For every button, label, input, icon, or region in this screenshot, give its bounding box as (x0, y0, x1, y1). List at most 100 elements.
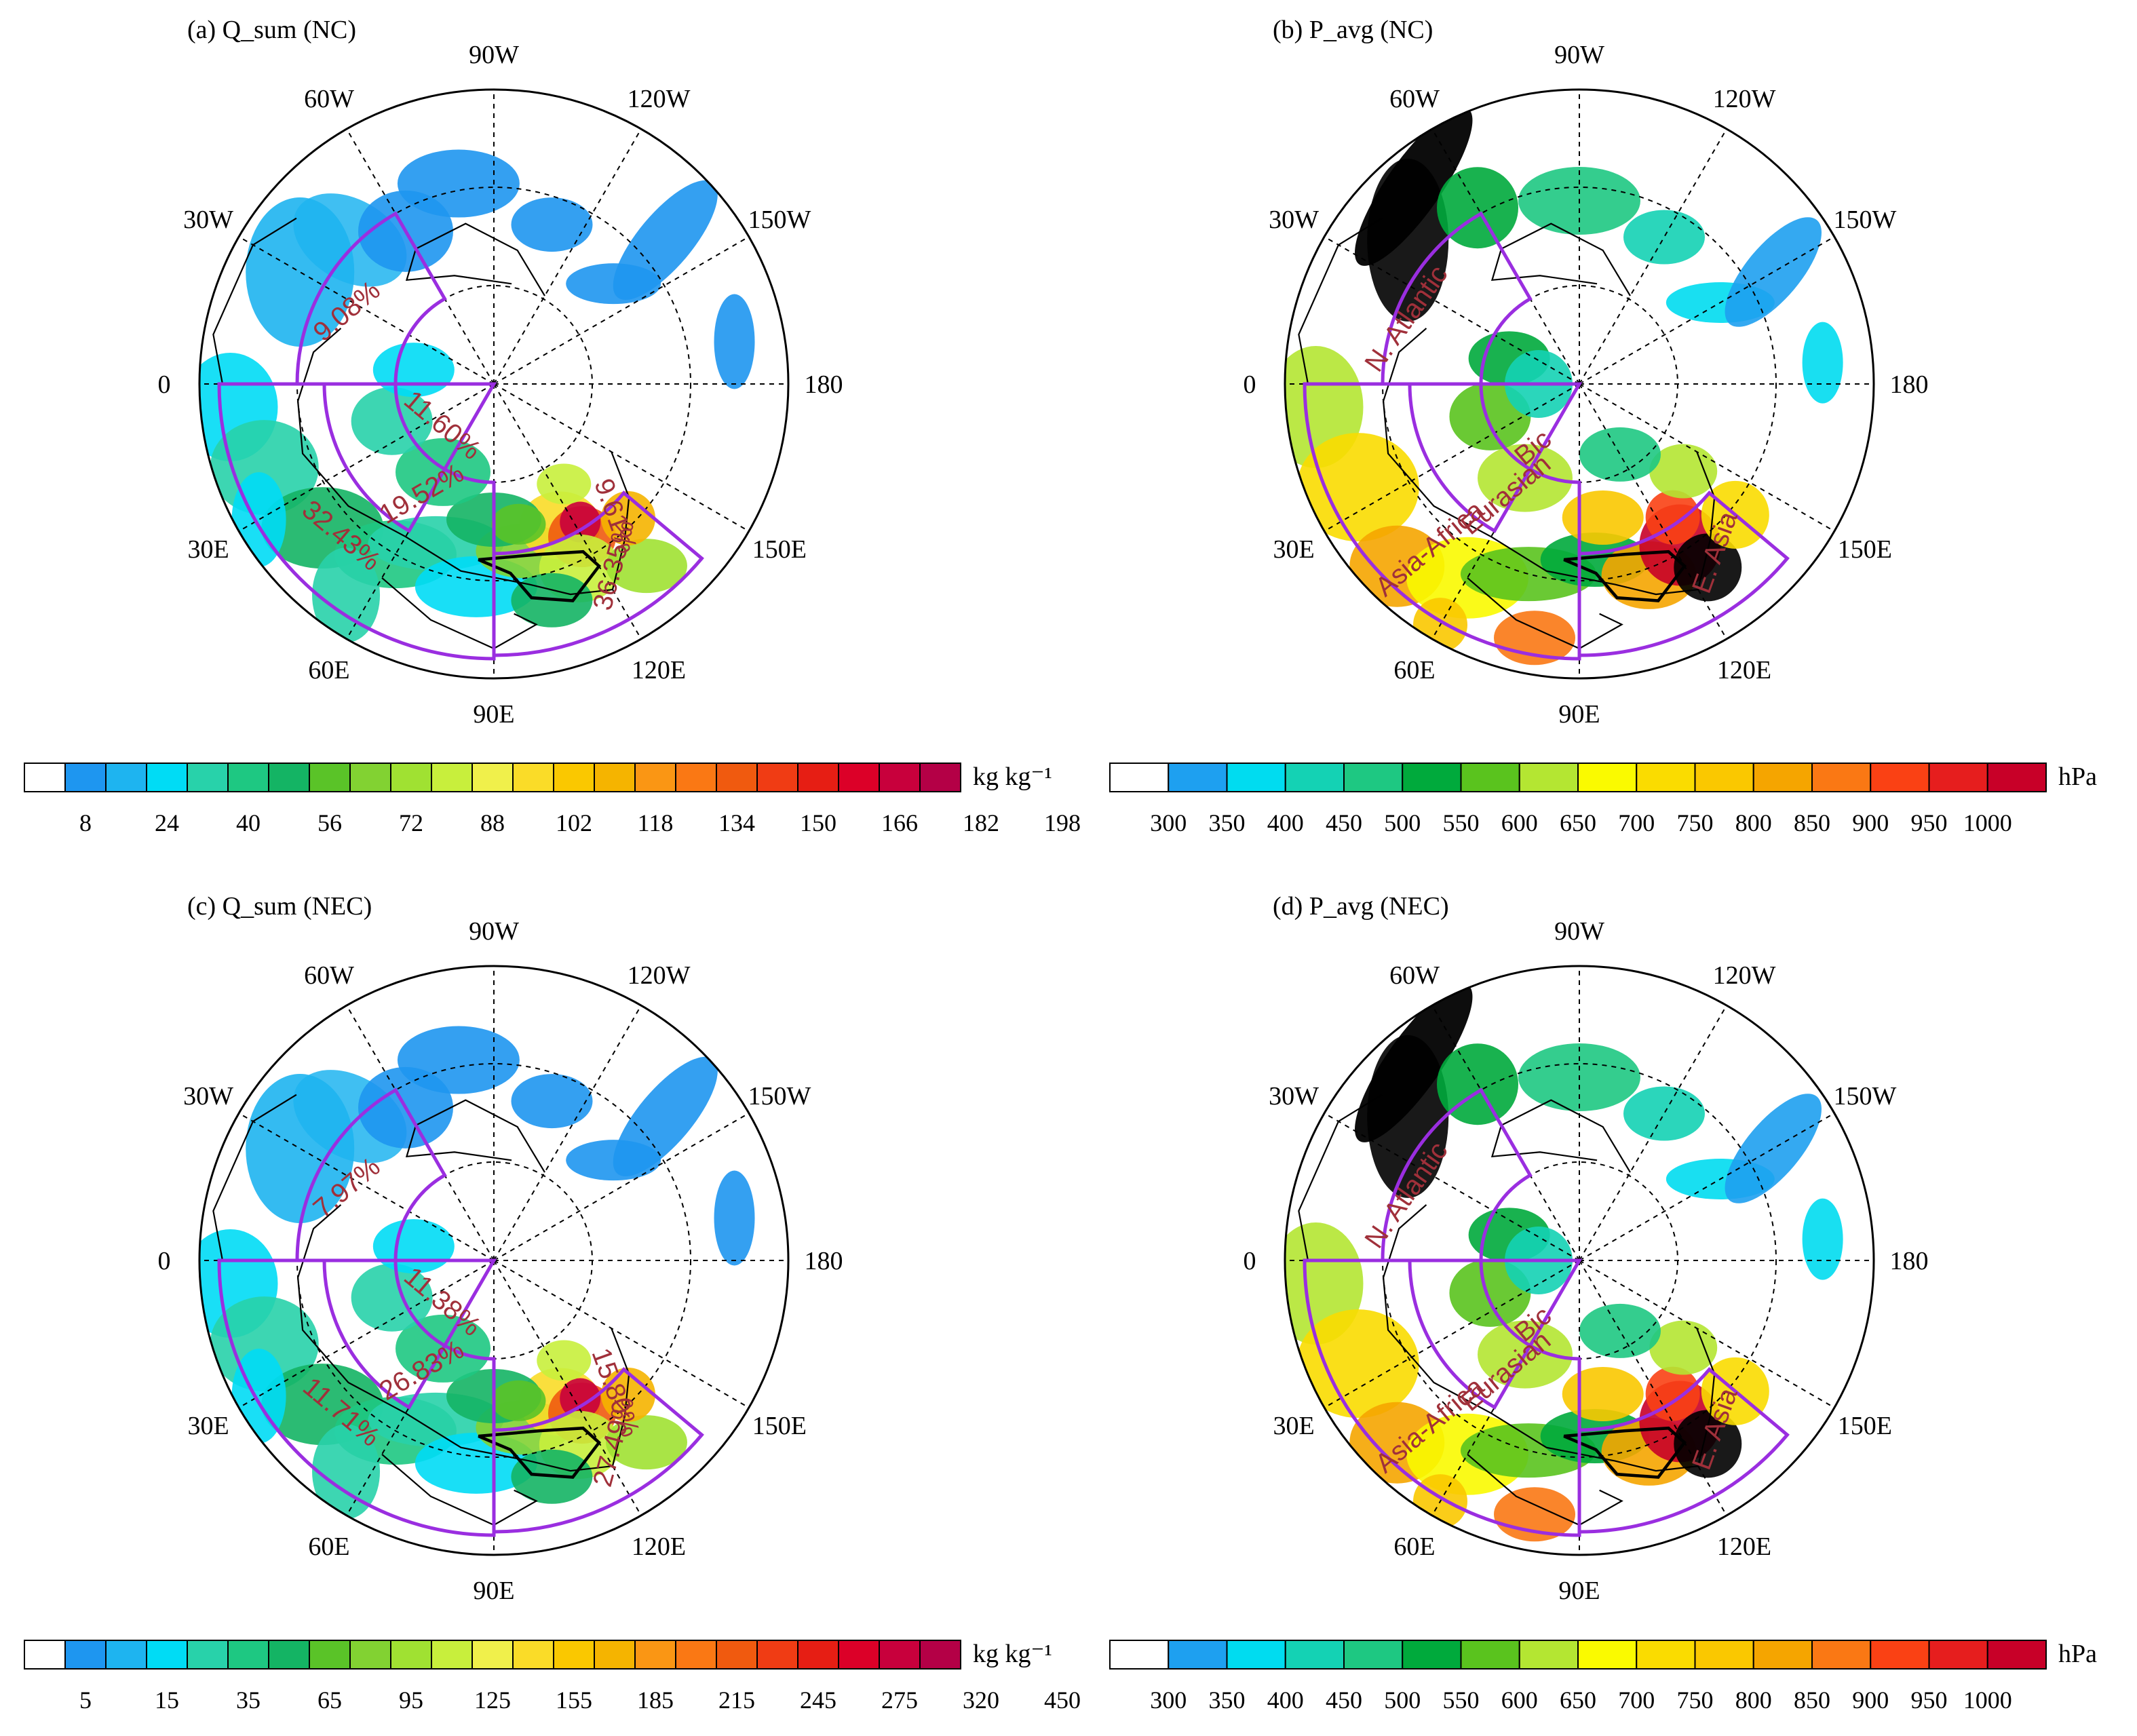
meridian-line (493, 1260, 750, 1408)
colorbar-tick-label: 320 (963, 1686, 999, 1714)
longitude-label: 120W (1713, 85, 1776, 113)
colorbar-cell (797, 763, 839, 792)
coastline (1490, 223, 1631, 296)
colorbar-cell (512, 1640, 554, 1670)
region-box-asia-africa (1303, 382, 1581, 661)
data-shade-cell (1296, 433, 1419, 542)
longitude-label: 150E (752, 1412, 807, 1440)
longitude-label: 150W (1833, 206, 1896, 234)
colorbar-tick-label: 950 (1911, 809, 1948, 836)
colorbar-unit: kg kg⁻¹ (973, 763, 1052, 791)
colorbar-tick-label: 8 (79, 809, 92, 836)
colorbar-cell (756, 763, 798, 792)
colorbar-tick-label: 450 (1326, 1686, 1362, 1714)
colorbar-cell (919, 763, 961, 792)
longitude-label: 90W (1554, 917, 1604, 946)
colorbar-tick-label: 350 (1209, 1686, 1246, 1714)
colorbar-cell (1694, 763, 1754, 792)
meridian-line (493, 1005, 642, 1261)
data-shade-cell (1579, 427, 1661, 482)
region-box-n-atlantic (1381, 211, 1533, 386)
longitude-label: 120W (628, 961, 691, 990)
colorbar-cell (1636, 763, 1696, 792)
longitude-label: 30W (183, 206, 233, 234)
colorbar-tick-label: 750 (1677, 1686, 1714, 1714)
longitude-label: 180 (1890, 370, 1929, 399)
colorbar-cell (1986, 763, 2047, 792)
colorbar-tick-label: 500 (1384, 1686, 1421, 1714)
data-shading (1285, 107, 1843, 666)
longitude-label: 0 (1244, 1247, 1256, 1275)
colorbar-cell (390, 763, 432, 792)
colorbar-cell (838, 763, 880, 792)
meridian-line (1324, 383, 1580, 532)
colorbar-tick-label: 150 (800, 809, 836, 836)
study-region-outline (478, 1426, 602, 1479)
meridian-line (493, 1113, 750, 1261)
colorbar-tick-label: 1000 (1963, 809, 2012, 836)
coastline (296, 328, 630, 596)
data-shade-cell (537, 1340, 592, 1381)
data-shade-cell (1645, 490, 1700, 545)
longitude-label: 30E (188, 1412, 229, 1440)
colorbar-cell (268, 1640, 310, 1670)
colorbar-cell (879, 763, 921, 792)
colorbar-cell (1343, 1640, 1404, 1670)
colorbar-cell (1577, 1640, 1638, 1670)
colorbar-cell (756, 1640, 798, 1670)
colorbar-cell (1577, 763, 1638, 792)
map-panel-d: (d) P_avg (NEC) 0 30W 60W 90W 120W 150W 180 150E… (1109, 892, 2097, 1714)
colorbar-tick-label: 350 (1209, 809, 1246, 836)
colorbar-cell (431, 1640, 473, 1670)
colorbar-cell (1109, 763, 1170, 792)
colorbar-cell (1460, 1640, 1520, 1670)
colorbar-cell (1518, 1640, 1579, 1670)
meridian-line (1324, 1113, 1580, 1261)
colorbar-cell (1402, 1640, 1462, 1670)
colorbar-tick-label: 550 (1443, 809, 1480, 836)
colorbar-tick-label: 155 (556, 1686, 592, 1714)
colorbar-cell (349, 1640, 391, 1670)
colorbar-cell (512, 763, 554, 792)
colorbar-cell (634, 1640, 676, 1670)
colorbar-tick-label: 102 (556, 809, 592, 836)
meridian-line (1324, 1260, 1580, 1408)
longitude-label: 180 (805, 370, 843, 399)
colorbar-tick-label: 450 (1326, 809, 1362, 836)
colorbar-cell (634, 763, 676, 792)
colorbar-tick-label: 800 (1735, 1686, 1772, 1714)
colorbar-cell (675, 763, 717, 792)
colorbar-tick-label: 400 (1267, 1686, 1304, 1714)
colorbar-tick-label: 182 (963, 809, 999, 836)
data-shade-cell (1562, 490, 1644, 545)
longitude-label: 60W (1389, 961, 1440, 990)
longitude-label: 60E (308, 656, 349, 684)
study-region-outline (1563, 1426, 1687, 1479)
data-shade-cell (1367, 158, 1449, 322)
data-shade-cell (1623, 1086, 1705, 1141)
colorbar-tick-label: 1000 (1963, 1686, 2012, 1714)
data-shade-cell (397, 149, 520, 218)
longitude-label: 180 (1890, 1247, 1929, 1275)
longitude-label: 120W (628, 85, 691, 113)
colorbar-cell (227, 1640, 269, 1670)
colorbar-tick-label: 850 (1794, 1686, 1830, 1714)
colorbar-cell (187, 763, 229, 792)
colorbar-tick-label: 650 (1560, 809, 1596, 836)
map-panel-a: (a) Q_sum (NC) 0 30W 60W 90W 120W 150W 180 150E 1… (24, 16, 1081, 836)
colorbar-cell (1518, 763, 1579, 792)
data-shade-cell (560, 501, 601, 543)
study-region-outline (1563, 549, 1687, 602)
meridian-line (1579, 1113, 1835, 1261)
colorbar-tick-label: 900 (1852, 809, 1889, 836)
data-shade-cell (1725, 1094, 1822, 1203)
longitude-label: 150W (748, 1082, 811, 1111)
longitude-label: 120W (1713, 961, 1776, 990)
colorbar-cell (1226, 763, 1286, 792)
colorbar: kg kg⁻¹ 5 15 35 65 95 125 155 185 215 245 275 320 450 (24, 1640, 1081, 1714)
region-box-arctic (322, 1258, 497, 1410)
meridian-line (1579, 1260, 1727, 1516)
data-shade-cell (714, 294, 755, 389)
longitude-label: 90W (469, 917, 519, 946)
